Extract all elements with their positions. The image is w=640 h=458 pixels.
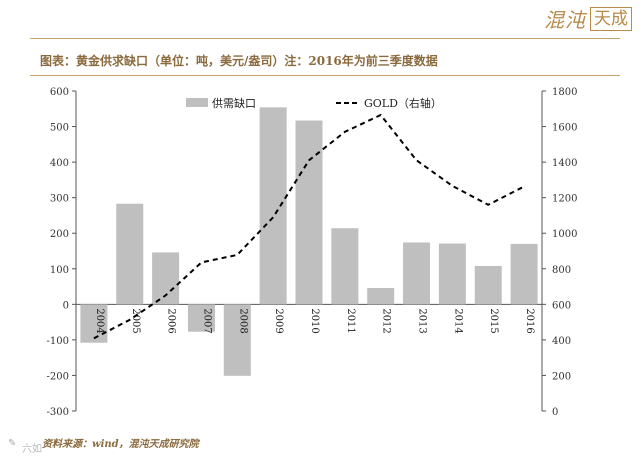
x-tick-label: 2007 [201,308,212,333]
bar-2012 [367,287,395,305]
left-tick-label: -200 [47,371,69,382]
left-tick-label: 100 [50,265,69,276]
left-tick-label: 400 [50,158,69,169]
brand-logo: 混沌 天成 [544,4,632,33]
left-tick-label: 0 [63,300,69,311]
legend-bar-swatch [186,98,208,107]
right-tick-label: 0 [552,407,558,418]
x-tick-label: 2010 [309,308,320,333]
right-tick-label: 800 [552,265,571,276]
bar-2013 [403,242,431,305]
right-tick-label: 1200 [552,194,577,205]
brand-box: 天成 [590,6,632,31]
right-tick-label: 600 [552,300,571,311]
bar-2005 [116,203,144,305]
legend-line-label: GOLD（右轴） [364,96,442,110]
watermark-icon: ✎ [8,438,17,449]
x-tick-label: 2013 [417,308,428,333]
chart-title: 图表：黄金供求缺口（单位：吨，美元/盎司）注：2016年为前三季度数据 [40,54,438,68]
left-tick-label: 300 [50,194,69,205]
source-note: 资料来源：wind，混沌天成研究院 [42,439,199,450]
x-tick-label: 2015 [488,308,499,333]
left-tick-label: -300 [47,407,69,418]
title-rule [30,75,620,76]
x-tick-label: 2012 [381,308,392,333]
bar-2007 [187,304,215,332]
right-tick-label: 1400 [552,158,577,169]
x-tick-label: 2006 [166,308,177,333]
brand-name: 混沌 [544,8,586,32]
bar-2010 [295,120,323,305]
watermark-text: 六如 [22,444,42,455]
right-tick-label: 1600 [552,123,577,134]
x-tick-label: 2005 [130,308,141,333]
x-tick-label: 2016 [524,308,535,333]
right-tick-label: 400 [552,336,571,347]
x-tick-label: 2014 [452,308,463,333]
left-tick-label: 600 [50,87,69,98]
legend-bar-label: 供需缺口 [212,96,256,110]
bar-2009 [259,107,287,305]
right-tick-label: 1000 [552,229,577,240]
x-tick-label: 2008 [237,308,248,333]
bar-2015 [474,265,502,305]
left-tick-label: -100 [47,336,69,347]
left-tick-label: 500 [50,123,69,134]
left-tick-label: 200 [50,229,69,240]
bar-2008 [223,304,251,376]
right-tick-label: 200 [552,371,571,382]
x-tick-label: 2004 [94,308,105,333]
bar-2004 [80,304,108,343]
bar-2014 [438,243,466,305]
right-tick-label: 1800 [552,87,577,98]
bar-2016 [510,243,538,305]
x-tick-label: 2011 [345,308,356,333]
header-rule [30,38,620,39]
bar-2011 [331,228,359,305]
x-tick-label: 2009 [273,308,284,333]
